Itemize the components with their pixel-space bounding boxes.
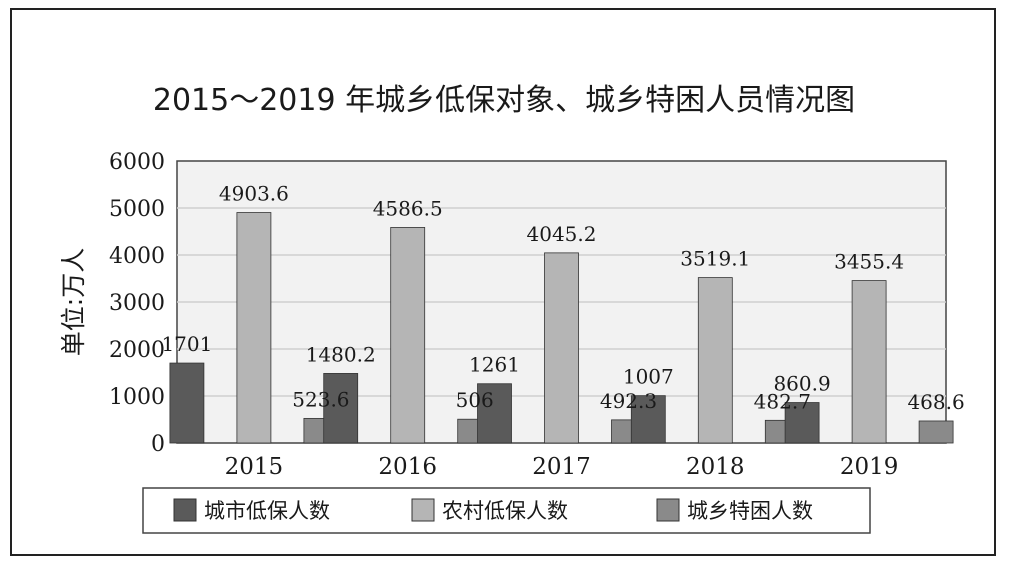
legend-swatch bbox=[411, 498, 435, 522]
x-tick-label: 2019 bbox=[840, 454, 899, 480]
data-label: 4586.5 bbox=[373, 196, 443, 220]
bars bbox=[169, 212, 954, 444]
y-tick-label: 2000 bbox=[109, 338, 165, 363]
bar bbox=[851, 280, 887, 444]
data-label: 492.3 bbox=[600, 389, 657, 413]
bar bbox=[918, 420, 954, 444]
bar bbox=[784, 402, 820, 444]
legend-swatch bbox=[173, 498, 197, 522]
y-tick-label: 3000 bbox=[109, 291, 165, 316]
data-label: 4045.2 bbox=[527, 222, 597, 246]
y-tick-label: 5000 bbox=[109, 197, 165, 222]
data-label: 860.9 bbox=[773, 372, 830, 396]
bar bbox=[544, 252, 579, 444]
bar bbox=[323, 373, 359, 444]
legend: 城市低保人数 农村低保人数 城乡特困人数 bbox=[142, 487, 871, 534]
legend-label: 城乡特困人数 bbox=[687, 499, 813, 523]
bar bbox=[697, 277, 733, 444]
bar bbox=[236, 212, 272, 444]
y-tick-label: 4000 bbox=[109, 244, 165, 269]
y-tick-label: 6000 bbox=[109, 150, 165, 175]
data-label: 468.6 bbox=[907, 390, 964, 414]
x-tick-label: 2017 bbox=[532, 454, 591, 480]
y-axis-label: 单位:万人 bbox=[59, 248, 88, 356]
x-tick-label: 2018 bbox=[686, 454, 745, 480]
data-label: 1007 bbox=[623, 365, 674, 389]
data-label: 506 bbox=[456, 388, 494, 412]
legend-label: 农村低保人数 bbox=[442, 499, 568, 523]
x-tick-label: 2016 bbox=[378, 454, 437, 480]
chart-title: 2015～2019 年城乡低保对象、城乡特困人员情况图 bbox=[153, 83, 855, 118]
data-label: 523.6 bbox=[292, 387, 349, 411]
data-label: 1701 bbox=[161, 332, 212, 356]
legend-swatch bbox=[656, 498, 680, 522]
x-tick-label: 2015 bbox=[225, 454, 284, 480]
y-tick-label: 1000 bbox=[109, 385, 165, 410]
bar bbox=[169, 362, 205, 444]
data-label: 3519.1 bbox=[680, 247, 750, 271]
legend-box bbox=[142, 487, 871, 534]
bar bbox=[477, 383, 512, 444]
bar bbox=[630, 395, 666, 444]
data-labels: 1701 4903.6 523.6 1480.2 4586.5 506 1261 4045.2… bbox=[161, 182, 964, 414]
y-axis-ticks: 0 1000 2000 3000 4000 5000 6000 bbox=[109, 150, 165, 457]
data-label: 1261 bbox=[469, 353, 520, 377]
y-tick-label: 0 bbox=[151, 432, 165, 457]
legend-label: 城市低保人数 bbox=[204, 499, 330, 523]
bar bbox=[390, 227, 426, 444]
data-label: 3455.4 bbox=[834, 250, 904, 274]
data-label: 482.7 bbox=[754, 389, 811, 413]
data-label: 4903.6 bbox=[219, 182, 289, 206]
x-axis-ticks: 2015 2016 2017 2018 2019 bbox=[225, 454, 899, 480]
data-label: 1480.2 bbox=[306, 342, 376, 366]
